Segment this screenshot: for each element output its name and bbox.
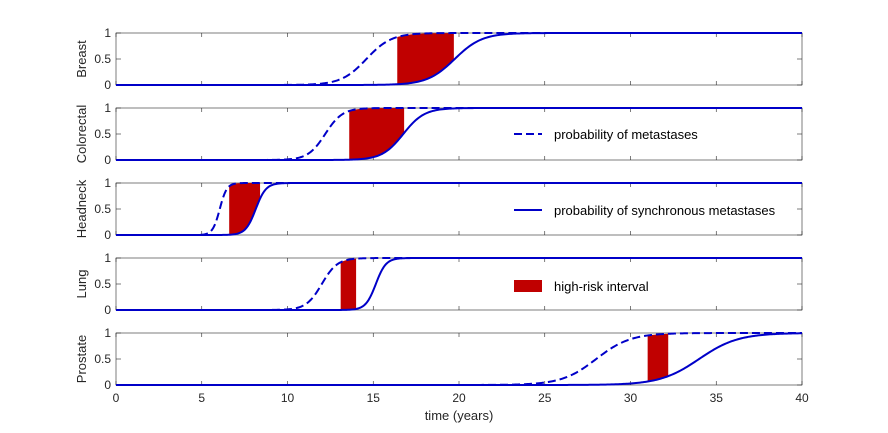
y-tick-label: 0: [104, 228, 111, 242]
panel-frame-1: [115, 32, 803, 86]
x-tick-label: 30: [624, 391, 638, 405]
high-risk-interval-5: [647, 333, 669, 382]
x-tick-label: 35: [710, 391, 724, 405]
legend-label-interval: high-risk interval: [554, 279, 649, 294]
high-risk-interval-4: [340, 258, 357, 310]
panel-frame-2: [115, 107, 803, 161]
panel-label-5: Prostate: [74, 335, 89, 383]
metastases-line-2: [116, 107, 802, 161]
panel-label-4: Lung: [74, 270, 89, 299]
y-tick-label: 0: [104, 153, 111, 167]
y-tick-label: 1: [104, 101, 111, 115]
panel-label-1: Breast: [74, 40, 89, 78]
metastases-line-4: [116, 257, 802, 311]
y-tick-label: 0.5: [94, 277, 111, 291]
y-tick-label: 0: [104, 378, 111, 392]
panel-frame-4: [115, 257, 803, 311]
y-tick-label: 0.5: [94, 52, 111, 66]
y-tick-label: 0.5: [94, 202, 111, 216]
y-tick-label: 1: [104, 176, 111, 190]
x-tick-label: 0: [113, 391, 120, 405]
panel-label-3: Headneck: [74, 179, 89, 238]
synchronous-metastases-line-4: [116, 257, 802, 311]
y-tick-label: 0.5: [94, 127, 111, 141]
legend-patch-swatch: [514, 280, 542, 292]
x-tick-label: 25: [538, 391, 552, 405]
synchronous-metastases-line-5: [116, 332, 803, 386]
synchronous-metastases-line-1: [116, 32, 802, 86]
y-tick-label: 1: [104, 326, 111, 340]
x-tick-label: 20: [452, 391, 466, 405]
y-tick-label: 0: [104, 78, 111, 92]
x-tick-label: 40: [795, 391, 809, 405]
metastases-line-1: [116, 32, 802, 86]
x-axis-title: time (years): [425, 408, 494, 423]
synchronous-metastases-line-3: [116, 182, 802, 236]
y-tick-label: 0: [104, 303, 111, 317]
high-risk-interval-3: [229, 183, 261, 235]
high-risk-interval-2: [349, 108, 405, 160]
synchronous-metastases-line-2: [116, 107, 802, 161]
x-tick-label: 5: [198, 391, 205, 405]
panel-label-2: Colorectal: [74, 105, 89, 164]
x-tick-label: 10: [281, 391, 295, 405]
high-risk-interval-1: [397, 33, 454, 85]
legend-label-synchronous: probability of synchronous metastases: [554, 203, 776, 218]
y-tick-label: 1: [104, 251, 111, 265]
y-tick-label: 0.5: [94, 352, 111, 366]
x-tick-label: 15: [367, 391, 381, 405]
legend-label-metastases: probability of metastases: [554, 127, 698, 142]
y-tick-label: 1: [104, 26, 111, 40]
